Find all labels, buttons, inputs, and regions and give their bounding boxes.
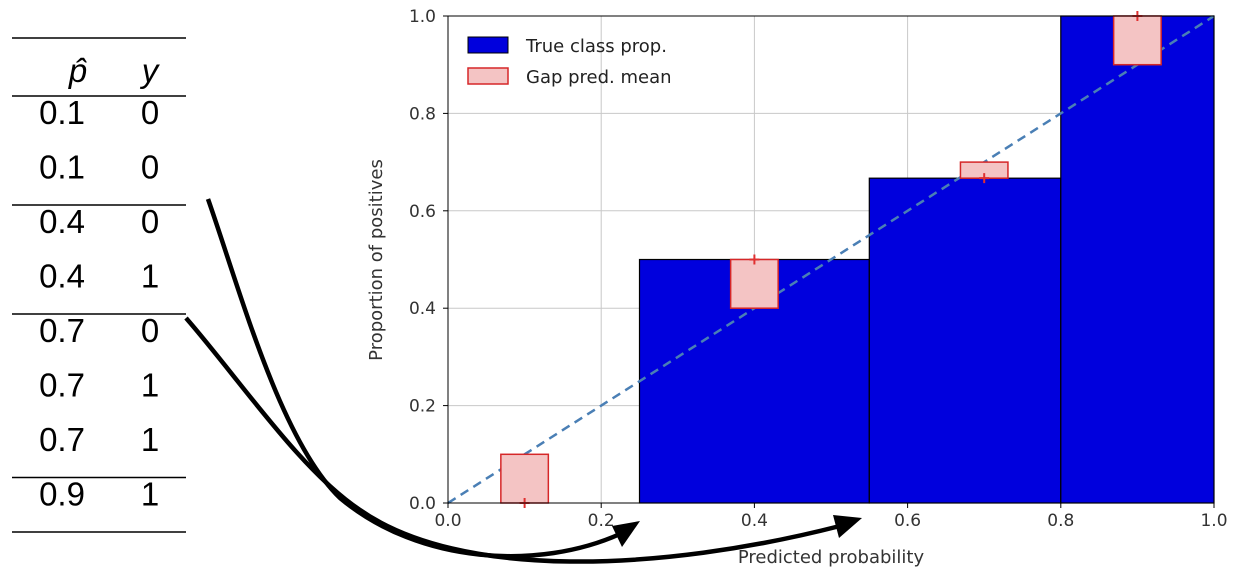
x-tick-label: 0.2 [588,511,615,531]
table-cell-phat: 0.7 [39,367,85,404]
x-tick-label: 0.0 [434,511,461,531]
gap-bar [729,258,779,309]
reliability-chart: 0.0 0.2 0.4 0.6 0.8 1.0 0.0 0.2 0.4 0.6 0.8 1.0 Pr… [366,7,1228,568]
table-cell-y: 1 [141,421,159,458]
true-class-bars [638,15,1215,504]
table-cell-y: 0 [141,203,159,240]
table-header-y: y [140,52,161,89]
table-body: 0.1 0 0.1 0 0.4 0 0.4 1 0.7 0 0.7 1 0.7 1 0.9 1 [12,94,186,533]
table-cell-y: 0 [141,94,159,131]
table-cell-phat: 0.1 [39,149,85,186]
x-tick-label: 0.6 [894,511,921,531]
plot-frame [447,15,1215,504]
gap-bar [1112,15,1162,66]
mean-marker [979,173,990,184]
table-cell-phat: 0.9 [39,476,85,513]
y-tick-label: 0.0 [409,494,436,514]
x-tick-label: 0.8 [1047,511,1074,531]
legend-label-gap: Gap pred. mean [526,67,672,88]
y-tick-label: 0.4 [409,299,436,319]
arrowhead-bin-3 [833,515,862,538]
y-axis-label: Proportion of positives [366,159,387,361]
table-cell-phat: 0.1 [39,94,85,131]
table-cell-y: 1 [141,367,159,404]
table-cell-phat: 0.4 [39,203,85,240]
bin-arrows [184,198,862,564]
table-cell-phat: 0.7 [39,312,85,349]
legend-swatch-gap [467,67,509,85]
table-cell-phat: 0.7 [39,421,85,458]
legend: True class prop. Gap pred. mean [467,36,672,88]
y-tick-label: 0.8 [409,104,436,124]
arrowhead-bin-2 [612,521,640,547]
y-tick-label: 0.2 [409,397,436,417]
x-ticks: 0.0 0.2 0.4 0.6 0.8 1.0 [434,503,1228,531]
x-tick-label: 0.4 [741,511,768,531]
arrow-curve-bin-3 [184,316,841,564]
legend-label-true: True class prop. [525,36,667,57]
x-axis-label: Predicted probability [738,547,925,568]
table-header-phat: p̂ [68,52,88,89]
y-tick-label: 1.0 [409,7,436,27]
legend-swatch-true [467,36,509,54]
true-class-bar [1060,15,1215,504]
gap-bar [500,453,550,504]
table-cell-y: 0 [141,149,159,186]
table-cell-y: 1 [141,476,159,513]
table-cell-y: 0 [141,312,159,349]
y-tick-label: 0.6 [409,202,436,222]
data-table: p̂ y 0.1 0 0.1 0 0.4 0 0.4 1 0.7 0 0.7 1 0.7 1 0.9 1 [12,37,186,533]
table-cell-phat: 0.4 [39,258,85,295]
perfect-calibration-line [447,14,1215,505]
y-ticks: 0.0 0.2 0.4 0.6 0.8 1.0 [409,7,448,514]
mean-marker [749,254,760,265]
arrow-curve-bin-2 [205,198,621,559]
x-tick-label: 1.0 [1200,511,1227,531]
true-class-bar [868,177,1062,504]
table-cell-y: 1 [141,258,159,295]
